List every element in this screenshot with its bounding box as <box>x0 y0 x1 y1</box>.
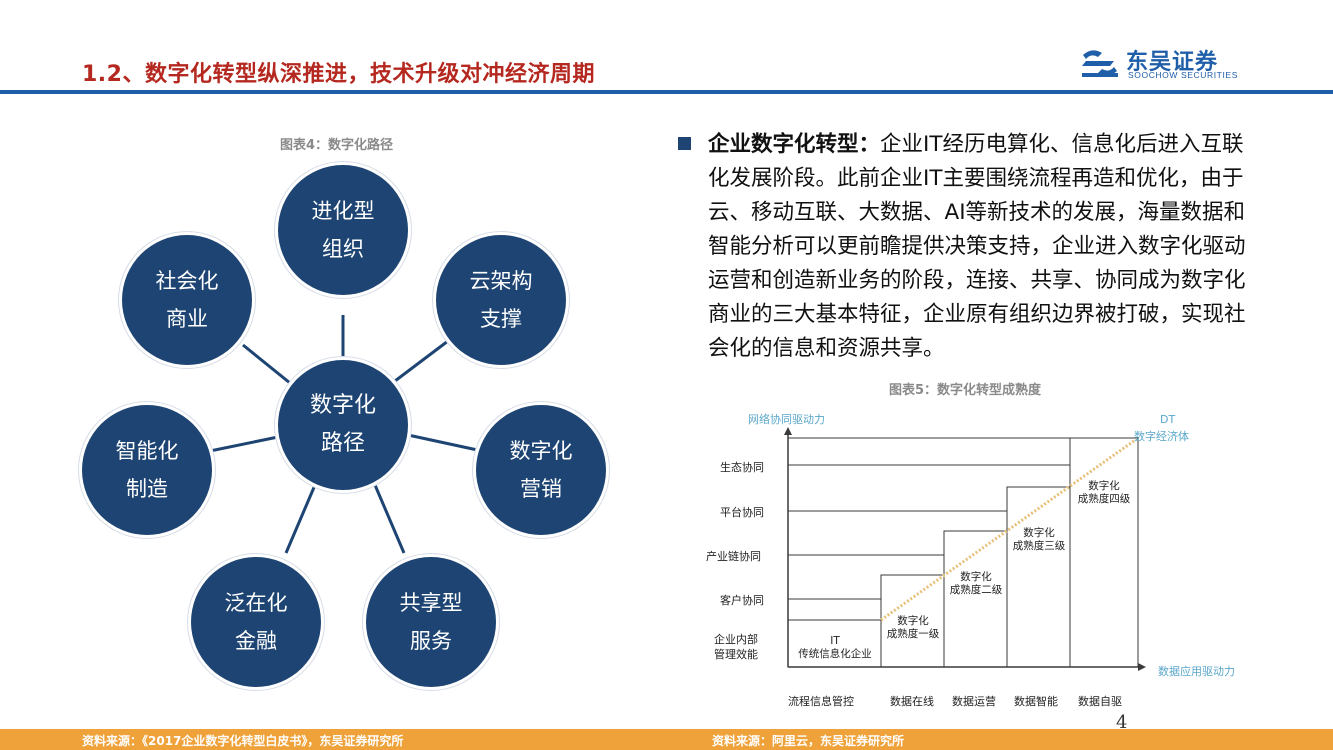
y-level-industry-chain: 产业链协同 <box>706 550 761 563</box>
y-level-ecosystem: 生态协同 <box>720 461 764 474</box>
node-evolutionary-organization: 进化型 组织 <box>278 165 408 295</box>
node-cloud-architecture: 云架构 支撑 <box>436 235 566 365</box>
x-level-intelligence: 数据智能 <box>1014 695 1058 708</box>
node-intelligent-manufacturing: 智能化 制造 <box>82 405 212 535</box>
y-level-platform: 平台协同 <box>720 506 764 519</box>
bullet-text: 企业数字化转型：企业IT经历电算化、信息化后进入互联化发展阶段。此前企业IT主要… <box>708 128 1256 366</box>
x-level-online: 数据在线 <box>890 695 934 708</box>
y-level-customer: 客户协同 <box>720 594 764 607</box>
page-number: 4 <box>1116 712 1128 733</box>
connector-lower-right <box>373 484 406 554</box>
x-level-operation: 数据运营 <box>952 695 996 708</box>
footer-bar <box>0 729 1333 750</box>
dt-label: DT <box>1160 413 1176 426</box>
stage-label-4: 数字化 成熟度四级 <box>1077 480 1131 505</box>
y-axis-arrow <box>784 427 792 435</box>
stage-label-3: 数字化 成熟度三级 <box>1012 527 1066 552</box>
x-level-self-driven: 数据自驱 <box>1078 695 1122 708</box>
connector-lines <box>209 315 483 554</box>
bullet-square-icon <box>678 137 691 150</box>
bullet-lead: 企业数字化转型： <box>708 132 881 157</box>
x-axis-title: 数据应用驱动力 <box>1158 665 1235 678</box>
maturity-diagram: 网络协同驱动力 DT 数字经济体 数据应用驱动力 生态协同 平台协同 产业链协同… <box>700 405 1260 715</box>
connector-left <box>209 435 279 453</box>
maturity-diagonal <box>880 436 1139 622</box>
bullet-body: 企业IT经历电算化、信息化后进入互联化发展阶段。此前企业IT主要围绕流程再造和优… <box>708 132 1246 361</box>
soochow-logo-icon <box>1082 50 1118 77</box>
center-node: 数字化 路径 <box>278 360 408 490</box>
stage-label-1: 数字化 成熟度一级 <box>886 615 940 640</box>
maturity-grid <box>784 427 1146 671</box>
logo-english-name: SOOCHOW SECURITIES <box>1128 70 1238 80</box>
connector-lower-left <box>284 484 317 554</box>
stage-label-0: IT 传统信息化企业 <box>798 635 872 660</box>
connector-upper-right <box>394 339 449 383</box>
title-divider <box>0 90 1333 94</box>
connector-upper-left <box>242 343 291 385</box>
digital-economy-label: 数字经济体 <box>1134 430 1189 443</box>
figure4-caption: 图表4：数字化路径 <box>280 138 394 153</box>
logo-chinese-name: 东吴证券 <box>1126 50 1219 75</box>
source-note-right: 资料来源：阿里云，东吴证券研究所 <box>712 734 905 748</box>
y-axis-title: 网络协同驱动力 <box>748 413 825 426</box>
node-shared-services: 共享型 服务 <box>366 557 496 687</box>
digitalization-path-diagram: 数字化 路径 进化型 组织 云架构 支撑 数字化 营销 共享型 服务 泛在化 金… <box>70 155 630 695</box>
stage-label-2: 数字化 成熟度二级 <box>949 571 1003 596</box>
x-axis-arrow <box>1138 663 1146 671</box>
bullet-paragraph: 企业数字化转型：企业IT经历电算化、信息化后进入互联化发展阶段。此前企业IT主要… <box>676 128 1256 366</box>
node-digital-marketing: 数字化 营销 <box>476 405 606 535</box>
company-logo: 东吴证券 SOOCHOW SECURITIES <box>1080 44 1270 82</box>
node-ubiquitous-finance: 泛在化 金融 <box>191 557 321 687</box>
y-level-internal: 企业内部 管理效能 <box>714 633 758 661</box>
connector-right <box>407 433 483 453</box>
source-note-left: 资料来源：《2017企业数字化转型白皮书》，东吴证券研究所 <box>82 734 404 748</box>
stage-box-3 <box>1006 486 1071 668</box>
x-level-process: 流程信息管控 <box>788 695 854 708</box>
stage-box-4 <box>1069 437 1139 668</box>
figure5-caption: 图表5：数字化转型成熟度 <box>889 383 1042 398</box>
page-title: 1.2、数字化转型纵深推进，技术升级对冲经济周期 <box>82 62 595 87</box>
node-social-commerce: 社会化 商业 <box>122 235 252 365</box>
